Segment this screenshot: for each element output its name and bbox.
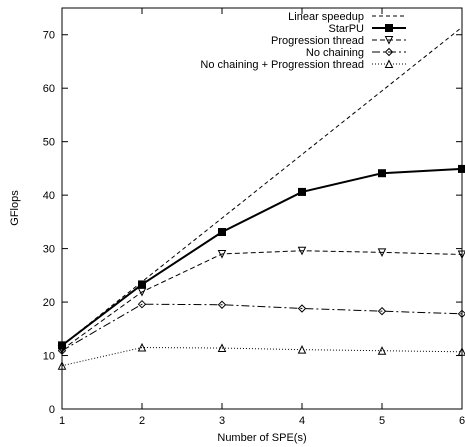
legend-marker	[385, 24, 393, 32]
y-tick-label: 60	[43, 83, 55, 95]
x-axis-label: Number of SPE(s)	[217, 432, 306, 444]
y-tick-label: 40	[43, 190, 55, 202]
data-point	[57, 361, 67, 370]
legend-entry: No chaining + Progression thread	[200, 59, 406, 71]
x-tick-label: 5	[379, 415, 385, 427]
legend-marker	[384, 36, 394, 45]
y-tick-label: 50	[43, 137, 55, 149]
data-point	[137, 287, 147, 297]
series-line	[61, 347, 463, 367]
data-point	[297, 345, 307, 354]
x-tick-label: 2	[139, 415, 145, 427]
plot-frame	[61, 7, 463, 410]
y-axis-label: GFlops	[9, 190, 21, 226]
data-point	[378, 169, 386, 178]
data-point	[297, 304, 307, 313]
data-point	[297, 246, 307, 256]
data-point	[377, 248, 387, 257]
series-layer	[57, 26, 465, 370]
data-point	[457, 309, 465, 319]
data-point	[217, 300, 227, 309]
series-line	[61, 26, 463, 346]
legend-label: No chaining + Progression thread	[200, 59, 364, 71]
legend-entry: Linear speedup	[288, 11, 406, 23]
legend-entry: StarPU	[329, 23, 406, 35]
data-point	[457, 250, 465, 260]
data-point	[218, 228, 226, 237]
x-tick-label: 1	[59, 415, 65, 427]
data-point	[377, 346, 387, 355]
legend-label: No chaining	[306, 47, 364, 59]
legend-entry: No chaining	[306, 47, 406, 59]
series-line	[61, 167, 463, 347]
legend-marker	[384, 59, 394, 68]
data-point	[377, 306, 387, 316]
series-4	[57, 342, 465, 370]
series-line	[61, 303, 463, 352]
x-tick-label: 6	[459, 415, 465, 427]
data-point	[137, 299, 147, 309]
data-point	[217, 343, 227, 353]
data-point	[58, 341, 66, 350]
y-tick-label: 30	[43, 244, 55, 256]
series-line	[61, 250, 463, 351]
y-tick-label: 70	[43, 30, 55, 42]
data-point	[298, 187, 306, 196]
y-tick-label: 20	[43, 297, 55, 309]
data-point	[137, 342, 147, 352]
x-tick-label: 3	[219, 415, 225, 427]
series-1	[58, 164, 465, 350]
y-tick-label: 0	[49, 404, 55, 416]
series-0	[61, 26, 463, 346]
legend-label: Progression thread	[271, 35, 364, 47]
y-tick-label: 10	[43, 351, 55, 363]
legend-entry: Progression thread	[271, 35, 406, 47]
legend-label: Linear speedup	[288, 11, 364, 23]
x-tick-label: 4	[299, 415, 305, 427]
data-point	[457, 347, 465, 356]
series-3	[57, 299, 465, 355]
data-point	[217, 249, 227, 259]
data-point	[458, 164, 465, 173]
data-point	[57, 346, 67, 355]
legend-label: StarPU	[329, 23, 365, 35]
legend-marker	[384, 47, 394, 57]
data-point	[138, 280, 146, 289]
